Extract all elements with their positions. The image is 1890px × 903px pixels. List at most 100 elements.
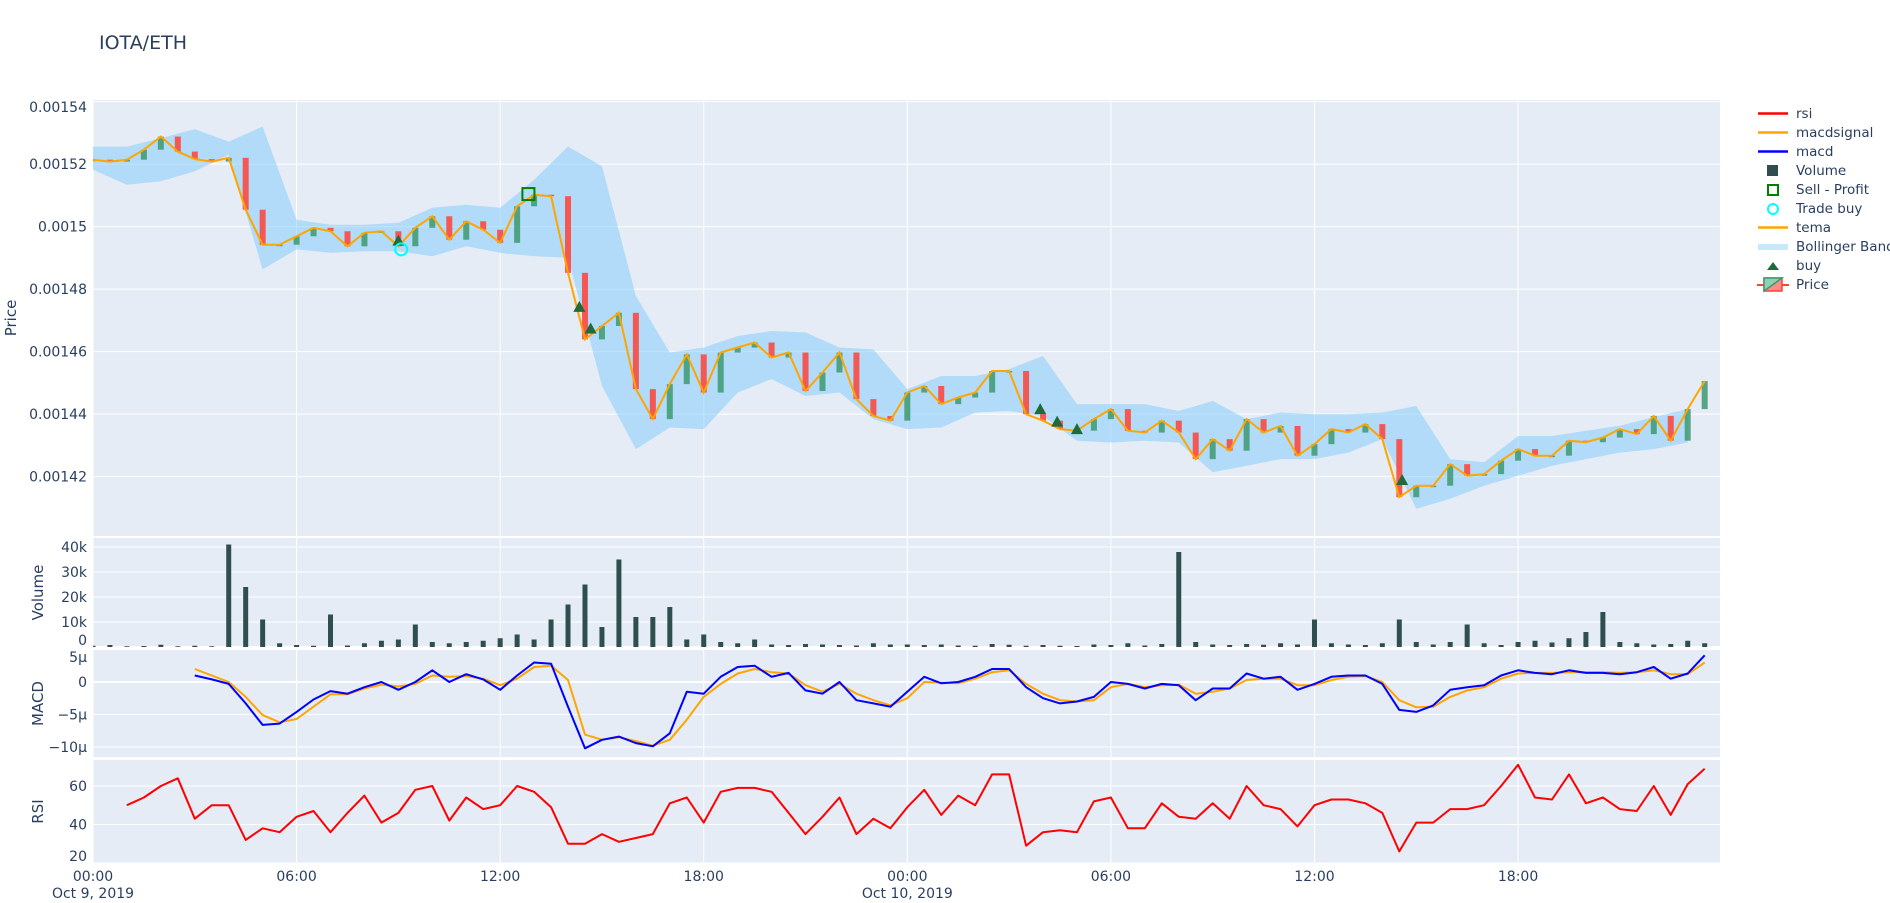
price-axis-title: Price bbox=[2, 300, 20, 337]
volume-bar bbox=[141, 646, 147, 647]
buy-marker bbox=[584, 322, 597, 334]
volume-bar bbox=[480, 640, 486, 647]
volume-bar bbox=[1481, 643, 1487, 647]
price-candle bbox=[1396, 439, 1403, 498]
price-candle bbox=[140, 149, 147, 160]
price-candle bbox=[429, 216, 436, 228]
volume-y-tick-label: 30k bbox=[61, 565, 88, 581]
volume-bar bbox=[226, 544, 232, 647]
x-tick-label: 18:00 bbox=[684, 869, 724, 885]
volume-bar bbox=[1515, 642, 1521, 647]
x-tick-label: 06:00 bbox=[276, 869, 316, 885]
price-candle bbox=[1532, 449, 1539, 456]
price-candle bbox=[989, 370, 996, 393]
price-candle bbox=[615, 312, 622, 326]
chart-title: IOTA/ETH bbox=[99, 32, 187, 54]
price-candle bbox=[361, 232, 368, 247]
price-candle bbox=[870, 399, 877, 416]
price-candle bbox=[1684, 409, 1691, 441]
volume-bar bbox=[93, 645, 96, 647]
volume-bar bbox=[599, 627, 605, 647]
volume-bar bbox=[1142, 645, 1148, 647]
volume-bar bbox=[1600, 612, 1606, 647]
buy-marker bbox=[573, 300, 586, 312]
volume-bar bbox=[904, 644, 910, 647]
macd-y-tick-label: 0 bbox=[78, 675, 87, 691]
legend-item-bollinger-band[interactable]: Bollinger Band bbox=[1756, 237, 1890, 256]
price-y-tick-label: 0.0015 bbox=[38, 220, 87, 236]
legend-label: macdsignal bbox=[1796, 124, 1874, 141]
volume-bar bbox=[107, 645, 113, 647]
volume-bar bbox=[548, 619, 554, 647]
legend-label: macd bbox=[1796, 143, 1834, 160]
legend-item-tema[interactable]: tema bbox=[1756, 218, 1890, 237]
volume-bar bbox=[1498, 645, 1504, 647]
volume-bar bbox=[1549, 642, 1555, 647]
volume-y-tick-label: 0 bbox=[78, 633, 87, 649]
price-candle bbox=[446, 216, 453, 240]
volume-bar bbox=[735, 643, 741, 647]
volume-bar bbox=[1464, 624, 1470, 647]
price-candle bbox=[191, 151, 198, 160]
price-candle bbox=[836, 352, 843, 373]
price-candle bbox=[412, 227, 419, 247]
legend-line-icon bbox=[1758, 226, 1788, 229]
price-candle bbox=[1650, 415, 1657, 435]
volume-bar bbox=[412, 624, 418, 647]
buy-marker bbox=[1034, 403, 1047, 415]
legend-item-buy[interactable]: buy bbox=[1756, 256, 1890, 275]
x-tick-label: 12:00 bbox=[1294, 869, 1334, 885]
volume-bar bbox=[514, 634, 520, 647]
price-candle bbox=[581, 272, 588, 340]
volume-bar bbox=[1685, 640, 1691, 647]
volume-bar bbox=[1634, 643, 1640, 647]
x-tick-date-label: Oct 9, 2019 bbox=[52, 886, 134, 902]
legend-item-sell-profit[interactable]: Sell - Profit bbox=[1756, 180, 1890, 199]
price-candle bbox=[1565, 440, 1572, 456]
price-candle bbox=[921, 385, 928, 393]
rsi-y-tick-label: 60 bbox=[69, 779, 87, 795]
volume-bar bbox=[853, 645, 859, 647]
legend-item-macd[interactable]: macd bbox=[1756, 142, 1890, 161]
volume-bar bbox=[1006, 644, 1012, 647]
price-y-tick-label: 0.00144 bbox=[29, 407, 87, 423]
bollinger-band-area bbox=[93, 126, 1688, 509]
x-tick-label: 00:00 bbox=[887, 869, 927, 885]
volume-bar bbox=[344, 645, 350, 647]
legend-item-macdsignal[interactable]: macdsignal bbox=[1756, 123, 1890, 142]
volume-bar bbox=[1566, 638, 1572, 647]
legend-label: Bollinger Band bbox=[1796, 238, 1890, 255]
volume-bar bbox=[1447, 642, 1453, 647]
price-candle bbox=[1616, 429, 1623, 438]
volume-bar bbox=[1362, 645, 1368, 647]
price-candle bbox=[1379, 424, 1386, 440]
volume-y-tick-label: 40k bbox=[61, 540, 88, 556]
legend-candle-icon bbox=[1757, 277, 1789, 293]
price-candle bbox=[259, 209, 266, 245]
volume-bar bbox=[1125, 643, 1131, 647]
price-candle bbox=[1633, 429, 1640, 435]
volume-bar bbox=[1617, 642, 1623, 647]
legend-item-trade-buy[interactable]: Trade buy bbox=[1756, 199, 1890, 218]
volume-axis-title: Volume bbox=[29, 565, 47, 621]
price-candle bbox=[1515, 449, 1522, 461]
volume-bar bbox=[1532, 640, 1538, 647]
price-candle bbox=[1464, 464, 1471, 476]
legend-item-rsi[interactable]: rsi bbox=[1756, 104, 1890, 123]
volume-bar bbox=[819, 644, 825, 647]
volume-bar bbox=[1023, 645, 1029, 647]
volume-bar bbox=[1278, 643, 1284, 647]
legend-item-price[interactable]: Price bbox=[1756, 275, 1890, 294]
price-candle bbox=[344, 231, 351, 247]
buy-marker bbox=[1396, 474, 1409, 486]
rsi-panel-background bbox=[93, 760, 1720, 863]
price-candle bbox=[598, 325, 605, 340]
price-plot-group bbox=[93, 126, 1708, 509]
legend-label: Volume bbox=[1796, 162, 1847, 179]
legend-item-volume[interactable]: Volume bbox=[1756, 161, 1890, 180]
price-candle bbox=[1040, 414, 1047, 421]
volume-bar bbox=[1227, 645, 1233, 647]
volume-bar bbox=[463, 642, 469, 647]
volume-bar bbox=[124, 646, 130, 647]
